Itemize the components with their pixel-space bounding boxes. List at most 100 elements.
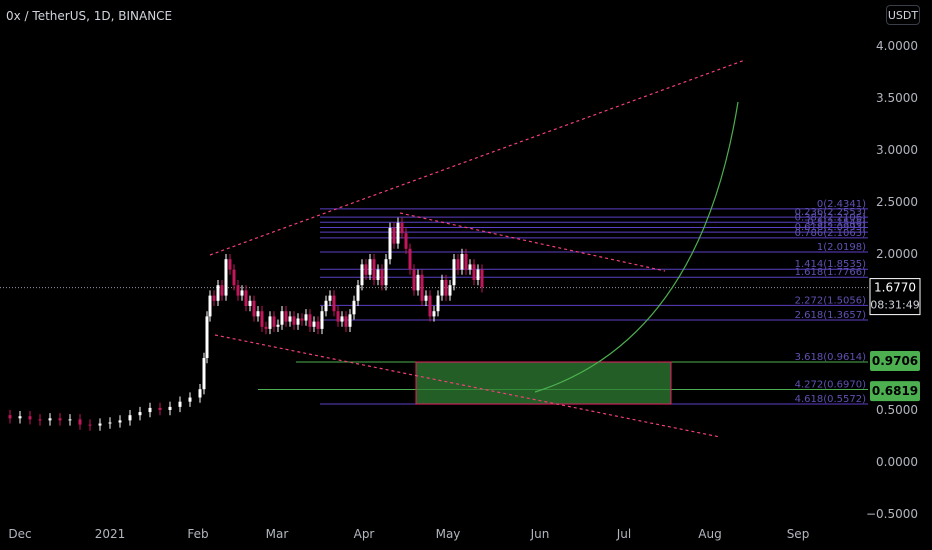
fib-level-label: 1(2.0198) [817, 242, 866, 253]
target-badge-lower-bg [870, 381, 920, 402]
time-tick-label: Jul [616, 527, 631, 541]
fib-level-label: 0(2.4341) [817, 199, 866, 210]
last-price-value: 1.6770 [874, 281, 916, 295]
currency-unit-button[interactable]: USDT [886, 5, 920, 25]
candle-body [372, 259, 376, 280]
candle-body [360, 264, 364, 286]
candle-body [316, 321, 320, 329]
candle-body [388, 228, 392, 260]
candle-body [428, 295, 432, 317]
candle-body [198, 389, 202, 398]
candle-body [48, 418, 52, 421]
candle-body [404, 233, 408, 249]
candle-body [268, 316, 272, 329]
candle-body [396, 222, 400, 244]
candle-body [368, 259, 372, 275]
candle-body [292, 316, 296, 325]
candle-body [456, 259, 460, 270]
candle-body [468, 264, 472, 270]
candle-body [340, 316, 344, 322]
fib-level-label: 1.414(1.8535) [795, 259, 867, 270]
time-tick-label: Mar [266, 527, 289, 541]
candle-body [296, 318, 300, 325]
candle-body [240, 290, 244, 296]
candle-body [264, 326, 268, 329]
candle-body [424, 295, 428, 301]
candle-body [400, 222, 404, 234]
candle-body [344, 316, 348, 327]
candle-body [304, 314, 308, 321]
price-tick-label: 2.0000 [876, 247, 918, 261]
candle-body [78, 419, 82, 425]
price-tick-label: 0.5000 [876, 403, 918, 417]
candle-body [38, 419, 42, 421]
candle-body [58, 418, 62, 421]
candle-body [232, 269, 236, 286]
candle-body [248, 300, 252, 306]
candle-body [336, 311, 340, 322]
countdown-timer: 08:31:49 [870, 299, 919, 312]
candle-body [420, 274, 424, 301]
price-tick-label: 2.5000 [876, 195, 918, 209]
candle-body [356, 285, 360, 301]
price-tick-label: 0.0000 [876, 455, 918, 469]
drawing-layer [209, 59, 746, 438]
candle-body [408, 248, 412, 270]
candle-body [236, 285, 240, 296]
candle-body [202, 358, 206, 390]
candle-body [280, 311, 284, 325]
candle-body [212, 295, 216, 301]
chart-title: 0x / TetherUS, 1D, BINANCE [6, 9, 173, 23]
candle-body [472, 264, 476, 280]
candle-body [108, 422, 112, 424]
candle-body [384, 259, 388, 286]
candle-body [158, 407, 162, 410]
target-badge-lower-text: 0.6819 [872, 384, 918, 398]
candle-body [220, 285, 224, 296]
candle-body [412, 269, 416, 291]
target-zone-box [415, 361, 672, 405]
candle-body [8, 415, 12, 419]
candle-body [18, 416, 22, 419]
target-badge-upper-text: 0.9706 [872, 354, 918, 368]
candle-body [448, 285, 452, 296]
candle-body [208, 295, 212, 317]
fib-level-label: 0.5(2.1548) [807, 217, 866, 228]
fib-level-label: 0.382(2.2106) [795, 212, 867, 223]
time-tick-label: Sep [787, 527, 810, 541]
candle-body [324, 300, 328, 312]
fib-level-label: 1.618(1.7766) [795, 267, 867, 278]
candle-body [312, 321, 316, 327]
candle-body [276, 324, 280, 327]
candle-body [272, 316, 276, 327]
candle-body [416, 274, 420, 291]
fib-level-label: 0.236(2.2553) [795, 207, 867, 218]
candle-body [352, 300, 356, 315]
candle-body [460, 254, 464, 270]
candle-body [188, 397, 192, 402]
candle-body [118, 420, 122, 423]
candle-body [244, 290, 248, 306]
candle-body [328, 295, 332, 301]
candle-body [168, 406, 172, 410]
projection-arc [534, 101, 739, 393]
fib-level-label: 4.618(0.5572) [795, 394, 867, 405]
time-axis[interactable]: Dec 2021 Feb Mar Apr May Jun Jul Aug Sep [8, 527, 809, 541]
time-tick-label: Apr [354, 527, 375, 541]
candle-body [392, 228, 396, 244]
time-tick-label: Jun [530, 527, 550, 541]
candle-body [440, 280, 444, 296]
fib-level-label: 2.618(1.3657) [795, 310, 867, 321]
channel-upper-line [209, 59, 746, 256]
candle-body [320, 311, 324, 329]
candle-body [256, 311, 260, 317]
candle-body [444, 280, 448, 296]
candle-body [178, 401, 182, 407]
candle-body [148, 407, 152, 413]
candle-body [432, 311, 436, 317]
fib-level-label: 4.272(0.6970) [795, 380, 867, 391]
candle-body [300, 318, 304, 321]
candle-body [228, 259, 232, 270]
price-tick-label: 4.0000 [876, 39, 918, 53]
